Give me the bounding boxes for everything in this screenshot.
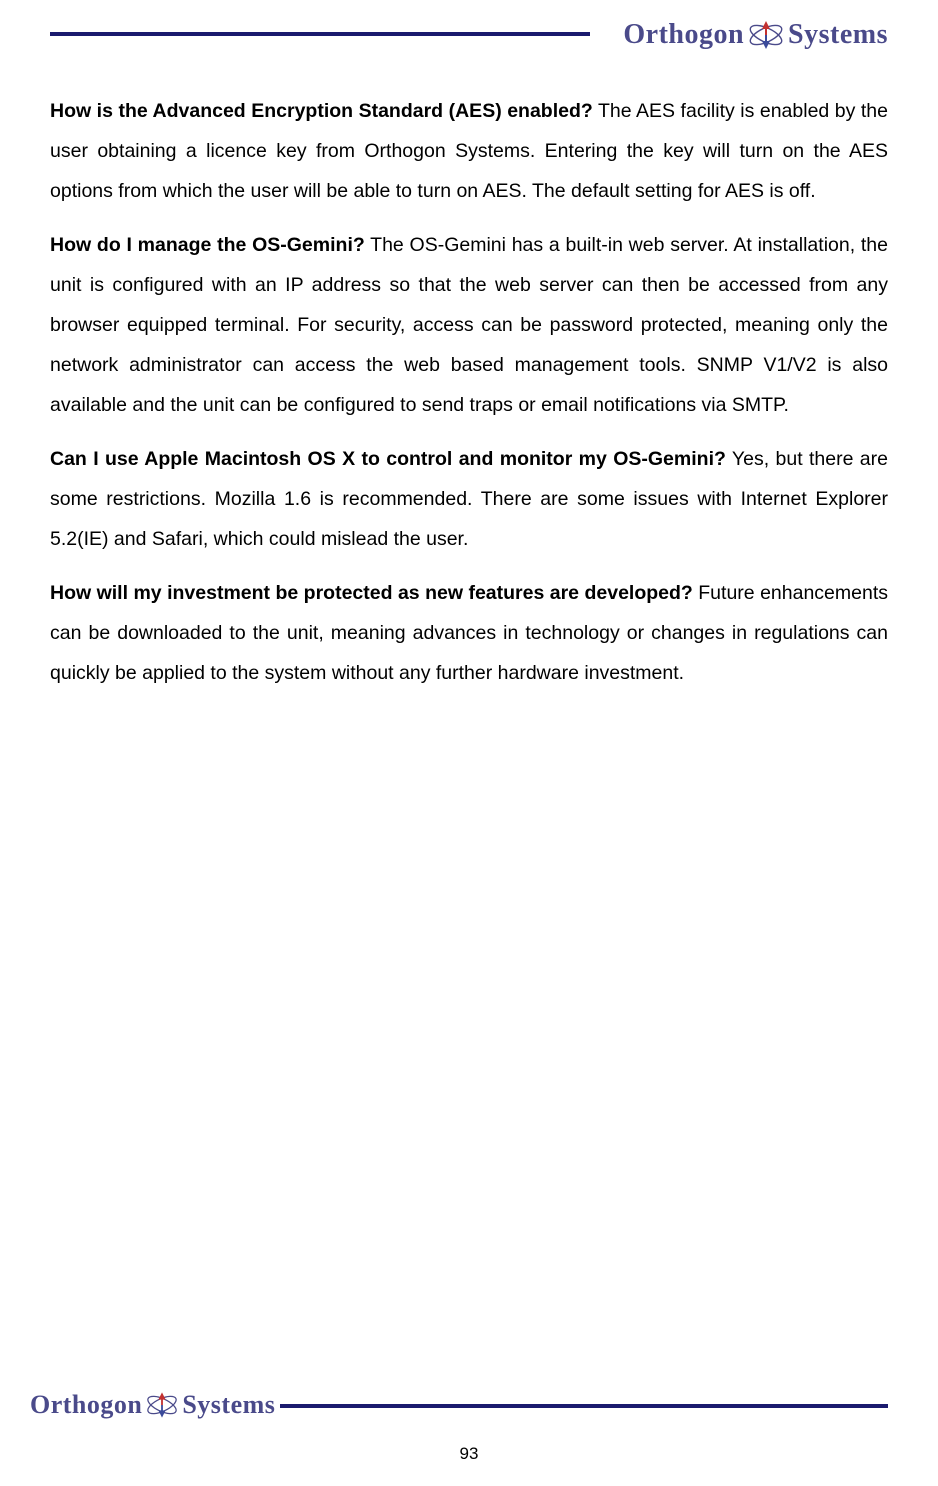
page-header: Orthogon Systems [0,12,938,62]
brand-logo-bottom: Orthogon Systems [30,1384,260,1426]
page-content: How is the Advanced Encryption Standard … [50,92,888,1366]
faq-paragraph: How is the Advanced Encryption Standard … [50,92,888,212]
faq-question: How will my investment be protected as n… [50,582,693,604]
brand-word-right: Systems [182,1390,275,1420]
faq-question: How is the Advanced Encryption Standard … [50,100,593,122]
faq-question: How do I manage the OS-Gemini? [50,234,365,256]
page-number: 93 [0,1444,938,1464]
brand-word-left: Orthogon [623,19,744,51]
brand-word-right: Systems [788,19,888,51]
faq-question: Can I use Apple Macintosh OS X to contro… [50,448,726,470]
brand-logo-top: Orthogon Systems [638,12,888,58]
faq-answer: The OS-Gemini has a built-in web server.… [50,234,888,416]
faq-paragraph: How do I manage the OS-Gemini? The OS-Ge… [50,226,888,426]
brand-icon [746,15,786,55]
faq-paragraph: How will my investment be protected as n… [50,574,888,694]
brand-word-left: Orthogon [30,1390,142,1420]
footer-rule [280,1404,888,1408]
brand-icon [144,1387,180,1423]
header-rule [50,32,590,36]
faq-paragraph: Can I use Apple Macintosh OS X to contro… [50,440,888,560]
